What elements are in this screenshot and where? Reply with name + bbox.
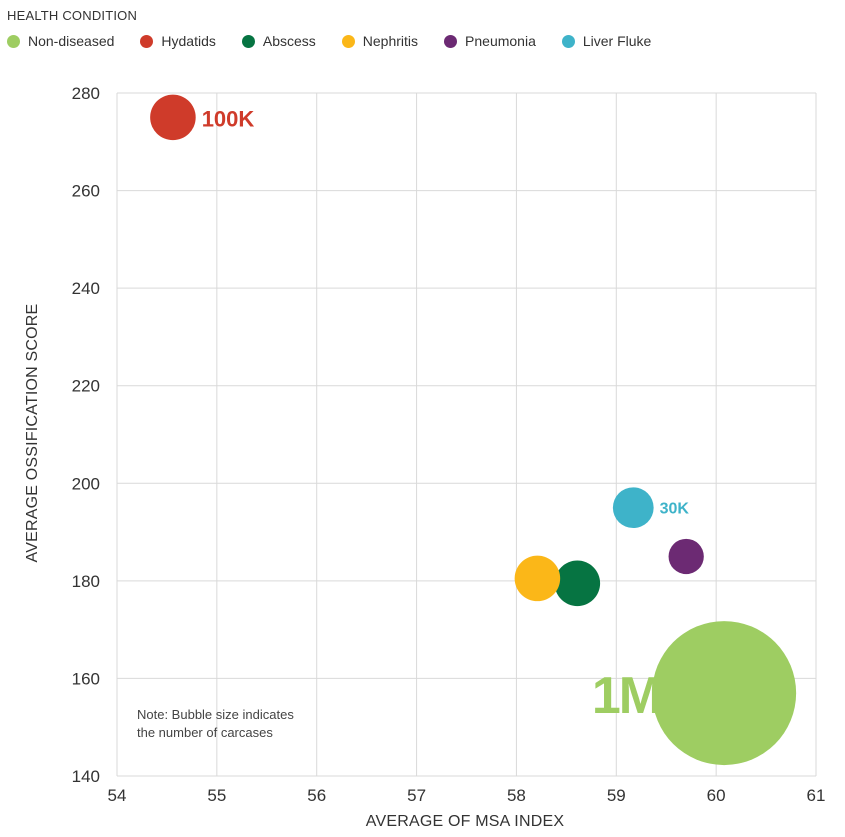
x-tick-label: 57 [407, 786, 426, 805]
legend-swatch [7, 34, 20, 48]
y-tick-label: 200 [72, 474, 100, 493]
bubble-data-label: 30K [660, 501, 690, 518]
x-tick-label: 56 [307, 786, 326, 805]
legend-label: Nephritis [362, 33, 419, 49]
legend-swatch [561, 34, 575, 48]
legend-label: Hydatids [161, 33, 216, 49]
legend-label: Pneumonia [465, 33, 536, 49]
y-tick-label: 260 [72, 182, 100, 201]
x-tick-label: 60 [707, 786, 726, 805]
x-tick-label: 61 [807, 786, 826, 805]
x-tick-label: 59 [607, 786, 626, 805]
legend-title: HEALTH CONDITION [7, 8, 138, 23]
y-tick-label: 220 [72, 377, 100, 396]
bubble-liver-fluke [612, 487, 654, 529]
bubble-nephritis [514, 555, 561, 602]
bubble-data-label: 1M [592, 667, 660, 725]
legend-swatch [140, 34, 154, 48]
bubble-non-diseased [652, 621, 797, 766]
legend-label: Liver Fluke [582, 33, 652, 49]
bubble-pneumonia [668, 538, 704, 575]
y-tick-label: 280 [72, 84, 100, 103]
y-tick-label: 160 [72, 669, 100, 688]
x-tick-label: 55 [207, 786, 226, 805]
legend-item: Pneumonia [444, 33, 536, 49]
x-tick-label: 54 [108, 786, 127, 805]
y-axis-title: AVERAGE OSSIFICATION SCORE [24, 303, 41, 563]
legend-swatch [341, 34, 355, 48]
legend: Non-diseased Hydatids Abscess Nephritis Pneu… [7, 33, 677, 49]
legend-item: Non-diseased [7, 33, 114, 49]
legend-label: Non-diseased [28, 33, 115, 49]
bubble-hydatids [150, 94, 196, 141]
legend-swatch [444, 34, 458, 48]
legend-item: Abscess [241, 33, 316, 49]
y-tick-label: 240 [72, 279, 100, 298]
y-tick-label: 180 [72, 572, 100, 591]
x-tick-label: 58 [507, 786, 526, 805]
y-tick-label: 140 [72, 767, 100, 786]
legend-item: Hydatids [140, 33, 216, 49]
legend-label: Abscess [262, 33, 316, 49]
bubble-size-note: Note: Bubble size indicates the number o… [137, 707, 294, 740]
x-axis-title: AVERAGE OF MSA INDEX [365, 813, 565, 830]
legend-item: Liver Fluke [561, 33, 652, 49]
bubble-abscess [554, 560, 601, 607]
legend-item: Nephritis [341, 33, 419, 49]
bubble-data-label: 100K [202, 106, 255, 131]
legend-swatch [241, 34, 255, 48]
